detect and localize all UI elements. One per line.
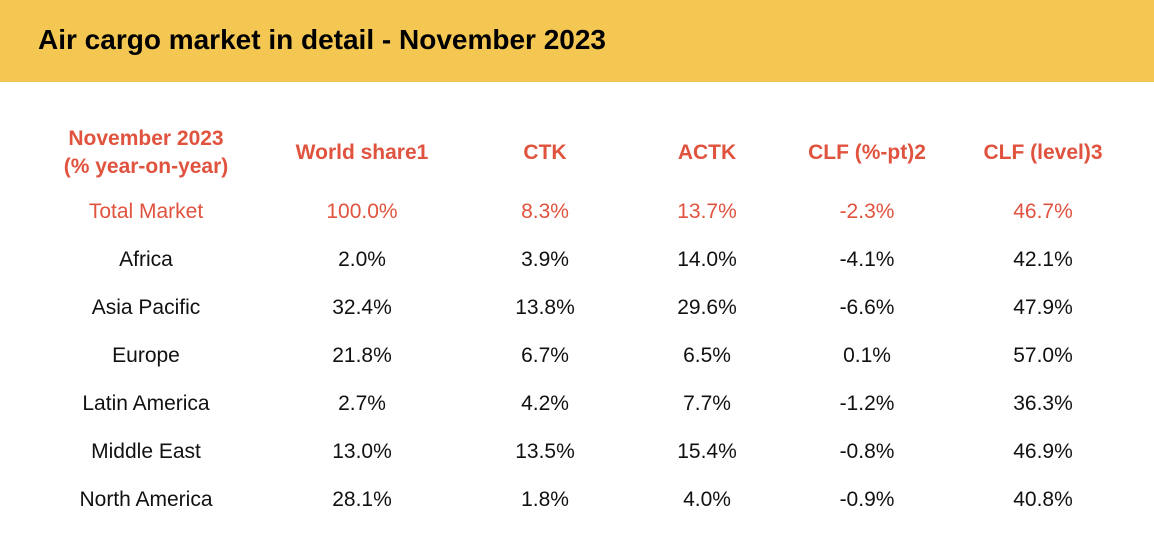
cell-ctk: 1.8% xyxy=(521,488,569,511)
cell-ctk: 13.5% xyxy=(515,440,575,463)
cell-world-share: 2.0% xyxy=(338,248,386,271)
table-row-total-market: Total Market 100.0% 8.3% 13.7% -2.3% 46.… xyxy=(24,188,1132,236)
cell-actk: 4.0% xyxy=(683,488,731,511)
cell-region: Europe xyxy=(112,344,180,367)
cell-clf-pt: -4.1% xyxy=(839,248,895,271)
cell-actk: 7.7% xyxy=(683,392,731,415)
cell-clf-pt: -1.2% xyxy=(839,392,895,415)
cell-world-share: 28.1% xyxy=(332,488,392,511)
table-header: November 2023 (% year-on-year) World sha… xyxy=(24,118,1132,188)
cell-region: Asia Pacific xyxy=(91,296,201,319)
cell-clf-level: 57.0% xyxy=(1013,344,1073,367)
cell-actk: 6.5% xyxy=(683,344,731,367)
header-clf-pt: CLF (%-pt)2 xyxy=(808,141,926,164)
cell-clf-pt: -6.6% xyxy=(839,296,895,319)
cell-clf-pt: -0.8% xyxy=(839,440,895,463)
cell-region: Middle East xyxy=(91,440,201,463)
cell-clf-pt: -0.9% xyxy=(839,488,895,511)
header-row: November 2023 (% year-on-year) World sha… xyxy=(24,118,1132,188)
cell-ctk: 6.7% xyxy=(521,344,569,367)
cell-clf-level: 42.1% xyxy=(1013,248,1073,271)
cell-ctk: 8.3% xyxy=(521,200,569,223)
cell-clf-level: 36.3% xyxy=(1013,392,1073,415)
market-table: November 2023 (% year-on-year) World sha… xyxy=(24,118,1132,524)
table-row-middle-east: Middle East 13.0% 13.5% 15.4% -0.8% 46.9… xyxy=(24,428,1132,476)
cell-clf-pt: -2.3% xyxy=(839,200,895,223)
table-row-north-america: North America 28.1% 1.8% 4.0% -0.9% 40.8… xyxy=(24,476,1132,524)
cell-ctk: 3.9% xyxy=(521,248,569,271)
cell-clf-level: 47.9% xyxy=(1013,296,1073,319)
cell-clf-level: 40.8% xyxy=(1013,488,1073,511)
cell-clf-pt: 0.1% xyxy=(843,344,891,367)
title-banner: Air cargo market in detail - November 20… xyxy=(0,0,1154,82)
cell-ctk: 13.8% xyxy=(515,296,575,319)
cell-world-share: 32.4% xyxy=(332,296,392,319)
page-title: Air cargo market in detail - November 20… xyxy=(38,24,606,55)
header-region-line2: (% year-on-year) xyxy=(63,155,229,178)
table-row-europe: Europe 21.8% 6.7% 6.5% 0.1% 57.0% xyxy=(24,332,1132,380)
table-row-africa: Africa 2.0% 3.9% 14.0% -4.1% 42.1% xyxy=(24,236,1132,284)
cell-world-share: 21.8% xyxy=(332,344,392,367)
cell-region: Africa xyxy=(119,248,173,271)
cell-clf-level: 46.7% xyxy=(1013,200,1073,223)
cell-region: Latin America xyxy=(82,392,210,415)
header-clf-level: CLF (level)3 xyxy=(983,141,1103,164)
header-region: November 2023 (% year-on-year) xyxy=(24,118,268,188)
table-row-latin-america: Latin America 2.7% 4.2% 7.7% -1.2% 36.3% xyxy=(24,380,1132,428)
table-body: Total Market 100.0% 8.3% 13.7% -2.3% 46.… xyxy=(24,188,1132,524)
cell-actk: 13.7% xyxy=(677,200,737,223)
table-row-asia-pacific: Asia Pacific 32.4% 13.8% 29.6% -6.6% 47.… xyxy=(24,284,1132,332)
cell-clf-level: 46.9% xyxy=(1013,440,1073,463)
header-ctk: CTK xyxy=(523,141,567,164)
cell-ctk: 4.2% xyxy=(521,392,569,415)
cell-world-share: 2.7% xyxy=(338,392,386,415)
cell-actk: 29.6% xyxy=(677,296,737,319)
cell-region: Total Market xyxy=(88,200,204,223)
header-actk: ACTK xyxy=(677,141,737,164)
cell-region: North America xyxy=(79,488,213,511)
header-world-share: World share1 xyxy=(295,141,429,164)
cell-world-share: 13.0% xyxy=(332,440,392,463)
cell-actk: 14.0% xyxy=(677,248,737,271)
cell-world-share: 100.0% xyxy=(326,200,398,223)
cell-actk: 15.4% xyxy=(677,440,737,463)
header-region-line1: November 2023 xyxy=(68,127,224,150)
